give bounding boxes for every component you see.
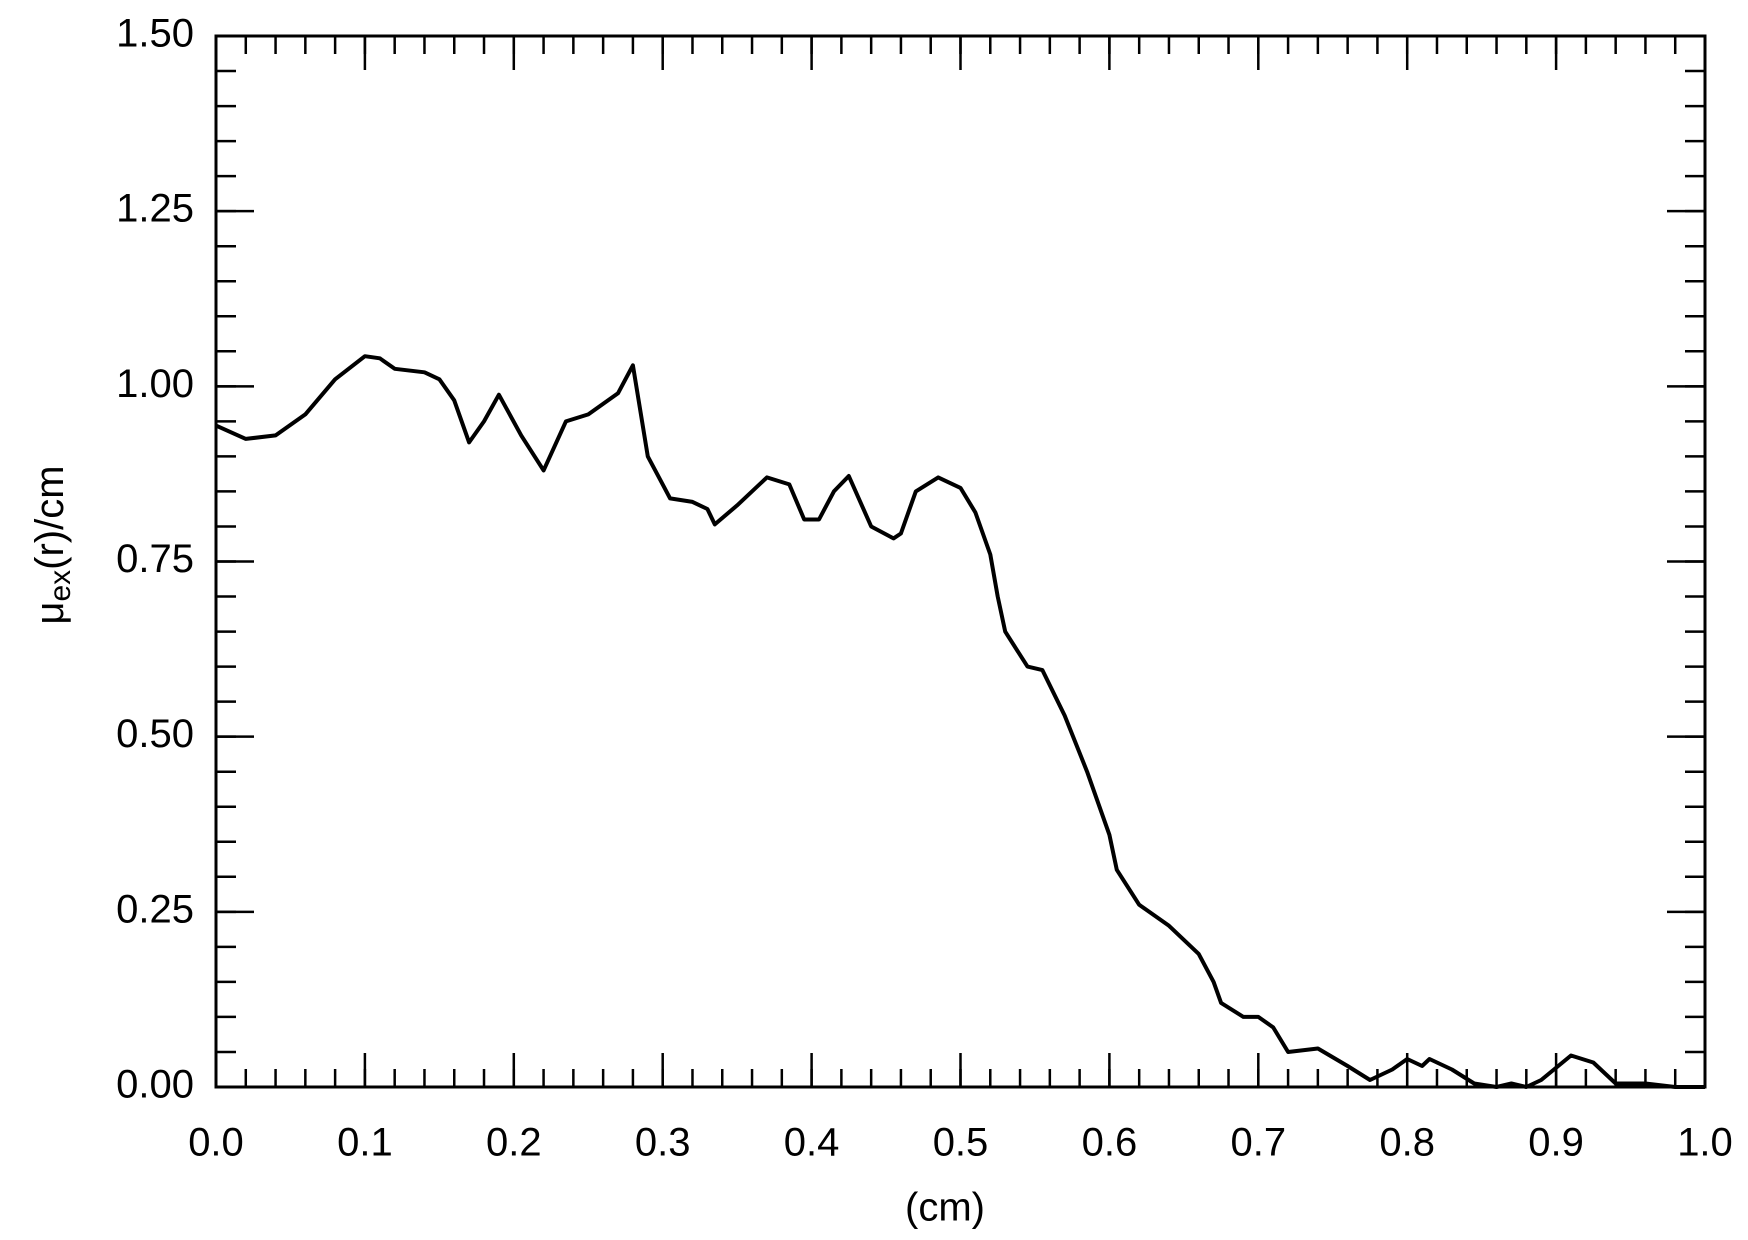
x-tick-label: 0.1 [337,1121,393,1165]
y-tick-label: 1.00 [116,362,194,406]
y-tick-label: 1.50 [116,12,194,56]
y-label-symbol: μ [28,602,72,625]
y-label-rest: (r)/cm [28,465,72,569]
y-tick-label: 1.25 [116,187,194,231]
plot-frame [214,34,1707,1089]
x-tick-label: 0.6 [1082,1121,1138,1165]
x-tick-label: 0.4 [784,1121,840,1165]
y-tick-label: 0.25 [116,887,194,931]
y-tick-label: 0.50 [116,712,194,756]
data-line [215,354,1705,1089]
y-tick-label: 0.75 [116,537,194,581]
x-tick-label: 0.5 [933,1121,989,1165]
x-tick-label: 0.9 [1528,1121,1584,1165]
x-tick-label: 0.7 [1230,1121,1286,1165]
x-tick-label: 0.3 [635,1121,691,1165]
x-tick-label: 0.0 [188,1121,244,1165]
y-tick-label: 0.00 [116,1063,194,1107]
x-tick-label: 0.8 [1379,1121,1435,1165]
y-label-subscript: ex [44,570,77,602]
y-axis-label: μex(r)/cm [28,465,77,624]
x-tick-label: 0.2 [486,1121,542,1165]
x-tick-label: 1.0 [1677,1121,1733,1165]
x-axis-label: (cm) [905,1186,985,1230]
